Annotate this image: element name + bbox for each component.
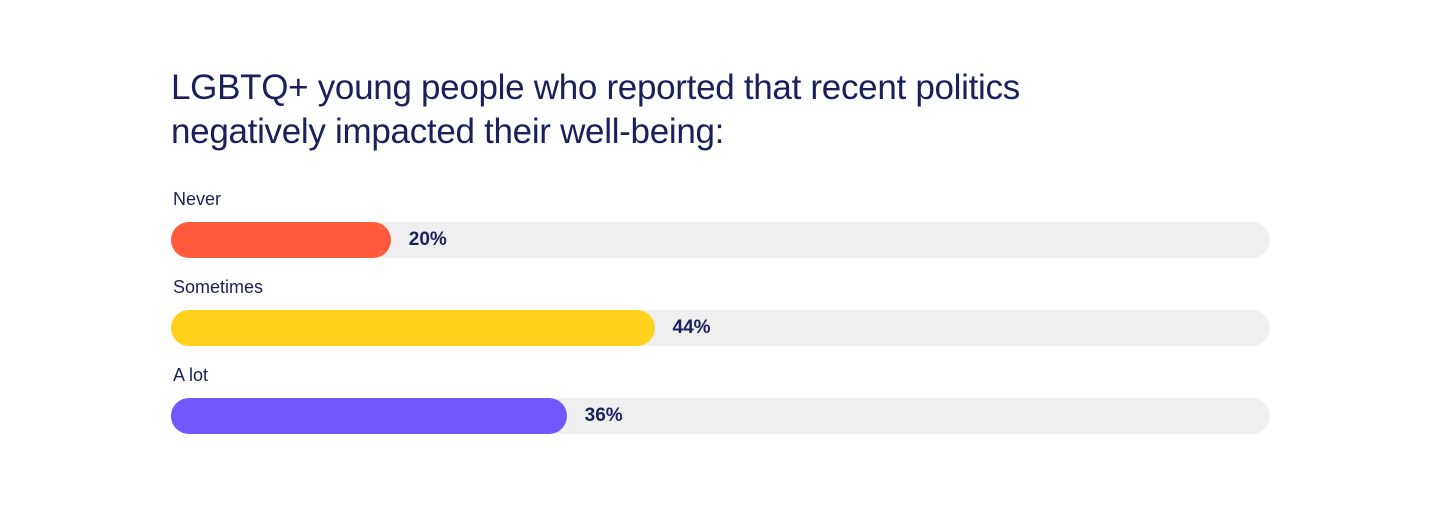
bar-label-a-lot: A lot (173, 365, 209, 385)
bar-track-a-lot: 36% (171, 398, 1270, 434)
bar-track-sometimes: 44% (171, 310, 1270, 346)
bar-label-never: Never (173, 189, 222, 209)
bar-a-lot (171, 398, 567, 434)
bar-row-never: Never 20% (171, 188, 1270, 276)
bar-never (171, 222, 391, 258)
bar-row-a-lot: A lot 36% (171, 364, 1270, 452)
bar-list: Never 20% Sometimes 44% A lot 36% (171, 188, 1270, 452)
bar-sometimes (171, 310, 655, 346)
bar-value-sometimes: 44% (672, 317, 711, 338)
bar-row-sometimes: Sometimes 44% (171, 276, 1270, 364)
bar-label-sometimes: Sometimes (173, 277, 264, 297)
bar-value-a-lot: 36% (584, 405, 623, 426)
bar-track-never: 20% (171, 222, 1270, 258)
bar-value-never: 20% (408, 229, 447, 250)
chart: LGBTQ+ young people who reported that re… (171, 66, 1270, 452)
chart-title: LGBTQ+ young people who reported that re… (171, 68, 1020, 151)
